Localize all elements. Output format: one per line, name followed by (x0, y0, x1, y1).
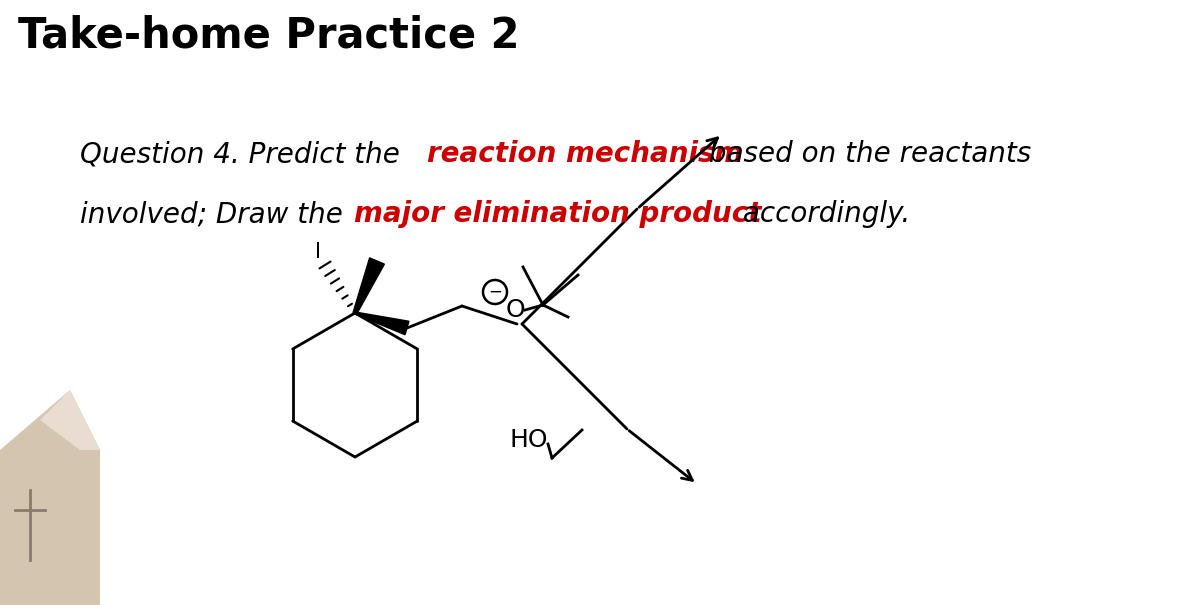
Text: based on the reactants: based on the reactants (700, 140, 1031, 168)
Text: Take-home Practice 2: Take-home Practice 2 (18, 15, 520, 57)
FancyBboxPatch shape (0, 450, 100, 605)
Text: O: O (505, 298, 524, 322)
Text: −: − (488, 283, 502, 301)
Text: HO: HO (510, 428, 548, 452)
Polygon shape (353, 258, 384, 314)
Text: reaction mechanism: reaction mechanism (427, 140, 743, 168)
Polygon shape (0, 390, 100, 450)
Text: I: I (314, 242, 322, 262)
Text: major elimination product: major elimination product (354, 200, 762, 228)
Text: accordingly.: accordingly. (733, 200, 910, 228)
Polygon shape (40, 390, 100, 450)
Polygon shape (355, 312, 409, 335)
Text: involved; Draw the: involved; Draw the (80, 200, 352, 228)
Text: Question 4. Predict the: Question 4. Predict the (80, 140, 409, 168)
